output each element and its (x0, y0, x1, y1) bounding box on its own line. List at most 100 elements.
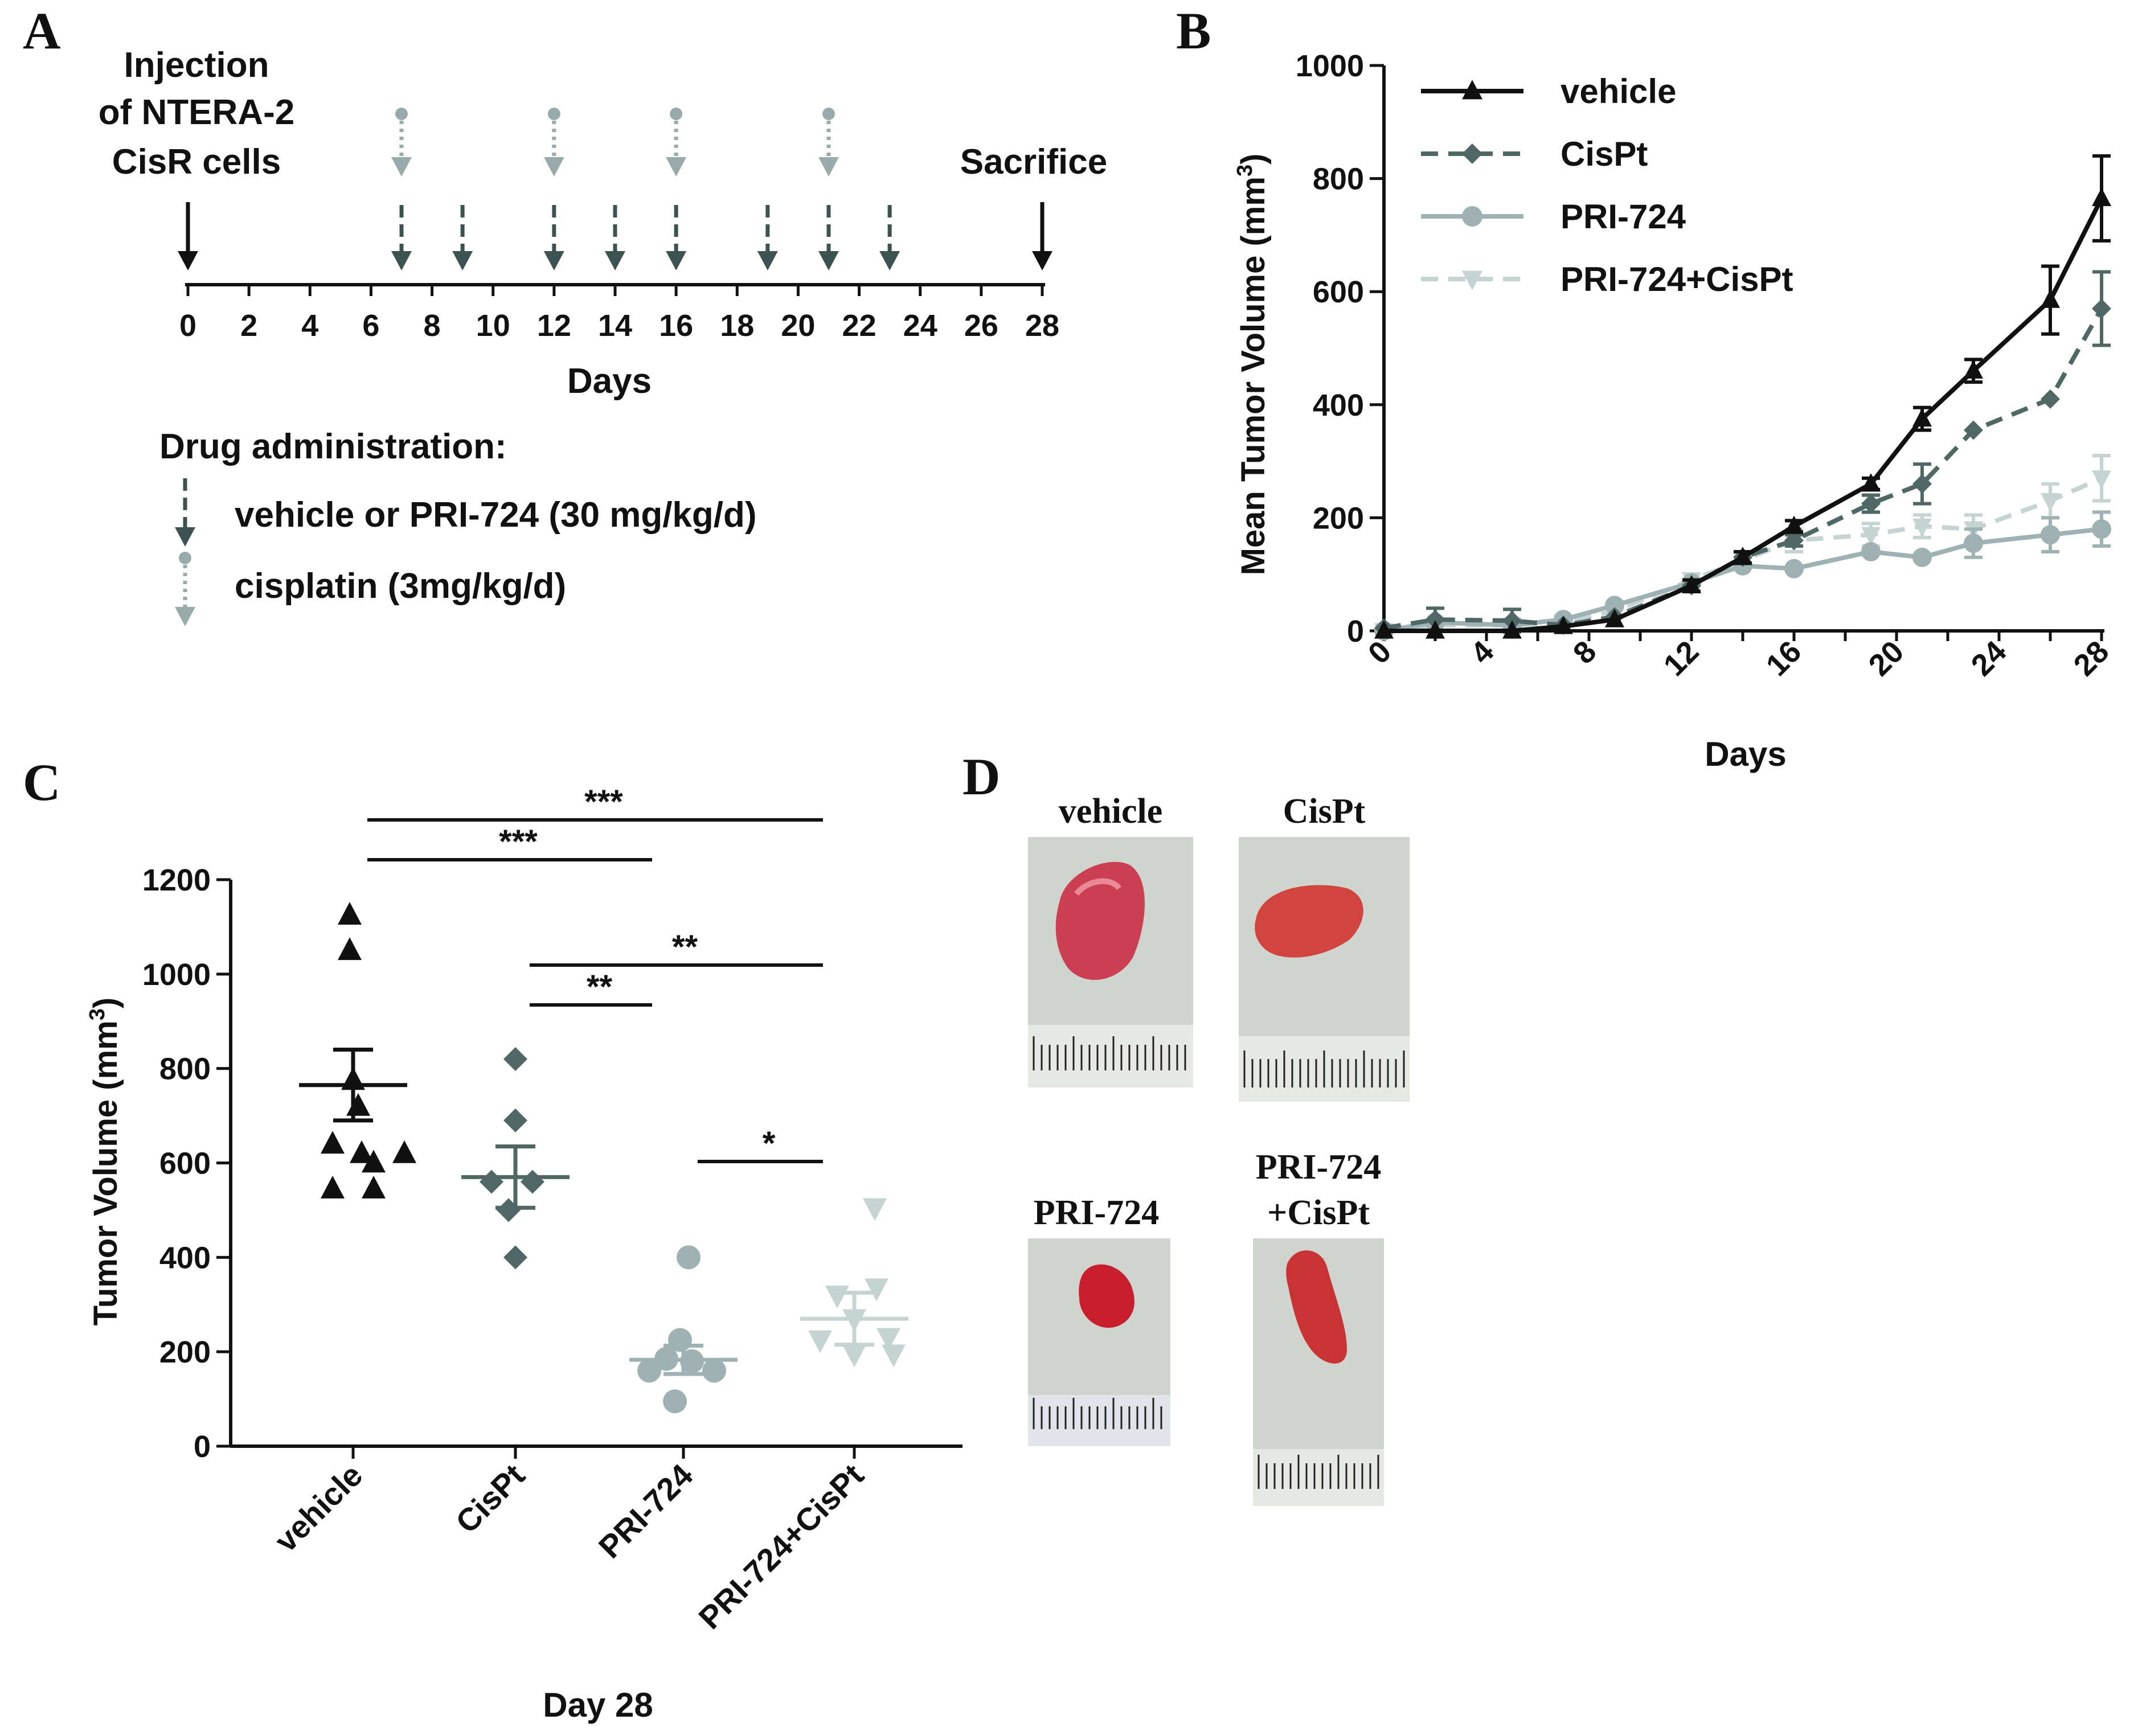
data-point (2041, 389, 2060, 409)
panel-b-label: B (1176, 2, 1211, 60)
legend-marker (1462, 206, 1482, 227)
legend-item: PRI-724+CisPt (1421, 260, 1793, 298)
significance-bar: ** (530, 929, 823, 967)
vehicle-dose-arrow (452, 205, 473, 270)
scatter-point (480, 1169, 503, 1194)
chart-c-y-axis-label: Tumor Volume (mm3) (85, 998, 124, 1325)
chart-b-x-tick-label: 4 (1464, 634, 1501, 671)
injection-label-line1: Injection (124, 46, 269, 85)
chart-c-x-tick-label: PRI-724 (592, 1457, 700, 1565)
panel-a-label: A (23, 2, 60, 60)
scatter-point (877, 1328, 900, 1351)
cisplatin-dose-arrow (818, 121, 839, 177)
tumor-photo-vehicle (1028, 837, 1193, 1087)
data-point (1861, 541, 1881, 561)
arrow-head (543, 251, 564, 270)
panel-b-growth-chart: B Mean Tumor Volume (mm3) Days 0 200 400 60… (1176, 2, 2115, 773)
tumor-cispt (1255, 885, 1363, 958)
panel-d-label: D (962, 748, 1000, 806)
drug-admin-title: Drug administration: (159, 427, 507, 466)
timeline-axis (185, 283, 1045, 296)
photo-label-pri724: PRI-724 (1034, 1193, 1159, 1232)
legend-label: CisPt (1561, 135, 1648, 173)
panel-c-label: C (23, 753, 60, 811)
legend-item: CisPt (1421, 135, 1648, 173)
chart-b-x-tick-label: 24 (1965, 634, 2013, 683)
data-point (2092, 470, 2111, 489)
arrow-head (178, 251, 198, 270)
legend-marker (1462, 270, 1482, 290)
timeline-tick-label: 12 (537, 309, 571, 343)
chart-b-y-tick-label: 1000 (1296, 49, 1364, 83)
tumor-combo (1286, 1250, 1347, 1364)
group-vehicle (299, 902, 416, 1199)
significance-stars: ** (587, 968, 613, 1006)
series-line (1383, 307, 2104, 630)
legend-label: PRI-724+CisPt (1561, 260, 1793, 298)
chart-b-y-tick-label: 600 (1313, 275, 1364, 309)
legend-label: vehicle (1561, 72, 1676, 110)
chart-b-x-axis-label: Days (1705, 735, 1786, 773)
tumor-pri724 (1079, 1264, 1134, 1328)
scatter-point (503, 1047, 527, 1072)
series-vehicle (1374, 154, 2111, 639)
group-pri-724 (629, 1245, 738, 1414)
series-cispt (1374, 270, 2111, 638)
timeline-tick-label: 10 (476, 309, 510, 343)
arrow-head (391, 251, 412, 270)
chart-b-y-axis-label: Mean Tumor Volume (mm3) (1233, 154, 1272, 576)
timeline-tick-label: 6 (362, 309, 379, 343)
scatter-point (346, 1093, 370, 1116)
vehicle-dose-arrow (543, 205, 564, 270)
chart-b-y-tick-label: 0 (1347, 614, 1364, 649)
chart-c-y-tick-label: 600 (159, 1147, 211, 1181)
cisplatin-dose-arrow (391, 121, 412, 177)
data-point (2041, 493, 2060, 512)
vehicle-dose-arrow (879, 205, 900, 270)
scatter-point (338, 902, 362, 925)
arrow-head (666, 251, 687, 270)
legend-cisplatin-text: cisplatin (3mg/kg/d) (235, 567, 566, 606)
group-pri-724-cispt (800, 1198, 908, 1368)
injection-arrow (178, 202, 198, 270)
legend-cisplatin-arrow (175, 565, 195, 626)
cisplatin-dose-arrow (666, 121, 687, 177)
ruler-ticks (1243, 1050, 1405, 1087)
scatter-point (882, 1344, 906, 1368)
scatter-point (808, 1330, 832, 1353)
scatter-point (392, 1140, 416, 1163)
chart-c-x-tick-label: vehicle (268, 1457, 370, 1559)
data-point (2092, 298, 2111, 318)
sacrifice-label: Sacrifice (960, 142, 1108, 182)
photo-label-cispt: CisPt (1283, 792, 1366, 831)
group-cispt (461, 1047, 570, 1270)
arrow-head (879, 251, 900, 270)
chart-b-y-tick-label: 200 (1313, 501, 1364, 535)
data-point (1861, 473, 1881, 492)
data-point (1784, 515, 1804, 534)
data-point (2041, 525, 2060, 545)
significance-stars: *** (499, 823, 538, 860)
significance-bar: ** (530, 968, 652, 1007)
vehicle-dose-arrow (391, 205, 412, 270)
vehicle-dose-arrow (757, 205, 778, 270)
timeline-tick-label: 22 (842, 309, 877, 343)
chart-c-x-tick-label: CisPt (449, 1457, 532, 1540)
scatter-point (321, 1131, 345, 1154)
arrow-head (1032, 251, 1052, 270)
tumor-photo-combo (1253, 1238, 1384, 1506)
scatter-point (663, 1389, 687, 1414)
injection-label-line2: of NTERA-2 (99, 93, 294, 132)
vehicle-dose-arrow (666, 205, 687, 270)
significance-stars: *** (584, 783, 623, 820)
scatter-point (702, 1359, 726, 1383)
data-point (2041, 289, 2060, 308)
timeline-arrows (178, 108, 1052, 270)
chart-b-y-tick-label: 400 (1313, 388, 1364, 422)
scatter-point (503, 1245, 527, 1270)
chart-c-points (299, 902, 908, 1414)
cisplatin-dot (670, 108, 683, 120)
chart-c-x-tick-label: PRI-724+CisPt (691, 1457, 870, 1636)
timeline-tick-label: 18 (720, 309, 754, 343)
